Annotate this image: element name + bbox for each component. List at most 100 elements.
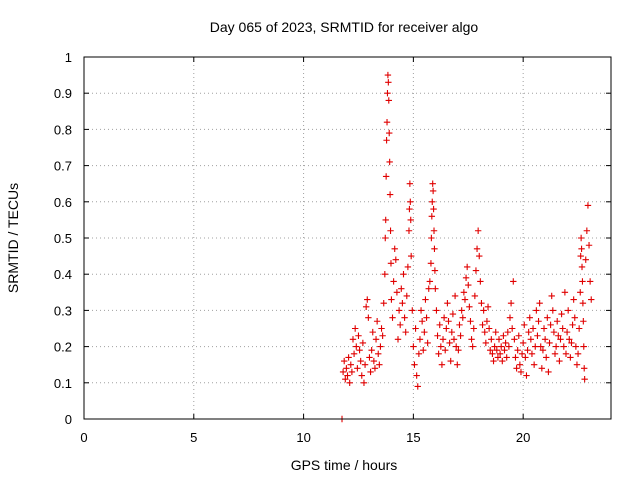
data-point bbox=[549, 307, 557, 314]
data-point bbox=[550, 328, 558, 336]
y-tick-label: 0.8 bbox=[54, 122, 72, 137]
y-tick-label: 0.5 bbox=[54, 231, 72, 246]
data-point bbox=[461, 296, 469, 303]
data-point bbox=[485, 325, 493, 332]
data-point bbox=[471, 292, 479, 300]
data-point bbox=[544, 314, 551, 321]
data-point bbox=[489, 350, 496, 358]
data-point bbox=[558, 310, 565, 318]
data-point bbox=[418, 318, 426, 325]
data-point bbox=[528, 350, 536, 358]
data-point bbox=[539, 347, 547, 354]
data-point bbox=[357, 357, 364, 365]
data-series bbox=[338, 71, 595, 423]
data-point bbox=[406, 205, 413, 213]
data-point bbox=[545, 368, 552, 376]
data-point bbox=[392, 256, 400, 263]
data-point bbox=[371, 365, 379, 372]
data-point bbox=[582, 256, 589, 263]
data-point bbox=[481, 328, 488, 336]
data-point bbox=[496, 350, 504, 358]
data-point bbox=[467, 318, 474, 325]
x-tick-label: 10 bbox=[296, 430, 310, 445]
data-point bbox=[383, 118, 391, 126]
data-point bbox=[482, 339, 490, 347]
data-point bbox=[577, 289, 584, 296]
data-point bbox=[506, 314, 514, 321]
data-point bbox=[406, 180, 414, 187]
data-point bbox=[519, 339, 527, 347]
data-point bbox=[559, 325, 566, 332]
data-point bbox=[508, 325, 516, 332]
data-point bbox=[586, 278, 594, 285]
data-point bbox=[382, 216, 389, 224]
data-point bbox=[346, 379, 353, 386]
data-point bbox=[534, 332, 541, 339]
y-tick-label: 0.7 bbox=[54, 159, 72, 174]
data-point bbox=[516, 361, 524, 368]
data-point bbox=[548, 292, 555, 300]
data-point bbox=[405, 227, 413, 234]
data-point bbox=[536, 299, 543, 307]
data-point bbox=[348, 368, 356, 376]
data-point bbox=[422, 296, 429, 303]
data-point bbox=[369, 328, 376, 336]
data-point bbox=[493, 347, 501, 354]
data-point bbox=[581, 375, 588, 383]
data-point bbox=[568, 339, 575, 347]
data-point bbox=[382, 173, 390, 180]
y-tick-label: 0.1 bbox=[54, 376, 72, 391]
data-point bbox=[566, 336, 573, 343]
data-point bbox=[530, 361, 538, 368]
data-point bbox=[577, 234, 585, 242]
data-point bbox=[362, 303, 370, 310]
data-point bbox=[454, 361, 461, 368]
data-point bbox=[525, 328, 532, 336]
data-point bbox=[390, 278, 397, 285]
data-point bbox=[457, 332, 464, 339]
data-point bbox=[518, 350, 526, 358]
y-axis-label: SRMTID / TECUs bbox=[5, 183, 21, 293]
data-point bbox=[404, 263, 412, 271]
data-point bbox=[381, 271, 389, 278]
data-point bbox=[452, 343, 460, 350]
data-point bbox=[491, 343, 498, 350]
data-point bbox=[540, 325, 548, 332]
data-point bbox=[395, 307, 403, 314]
data-point bbox=[394, 336, 402, 343]
data-point bbox=[484, 303, 492, 310]
data-point bbox=[513, 365, 520, 372]
data-point bbox=[382, 234, 389, 242]
data-point bbox=[364, 296, 371, 303]
data-point bbox=[580, 318, 587, 325]
data-point bbox=[426, 278, 434, 285]
data-point bbox=[578, 245, 585, 253]
data-point bbox=[433, 307, 440, 314]
data-point bbox=[407, 252, 415, 260]
data-point bbox=[526, 314, 533, 321]
data-point bbox=[354, 365, 361, 372]
data-point bbox=[571, 314, 578, 321]
data-point bbox=[572, 343, 580, 350]
data-point bbox=[448, 328, 456, 336]
data-point bbox=[440, 314, 448, 321]
data-point bbox=[498, 343, 505, 350]
data-point bbox=[585, 242, 593, 249]
data-point bbox=[480, 307, 487, 314]
data-point bbox=[385, 79, 392, 86]
data-point bbox=[446, 339, 453, 347]
data-point bbox=[342, 375, 349, 383]
data-point bbox=[588, 296, 595, 303]
data-point bbox=[398, 285, 405, 292]
data-point bbox=[487, 347, 494, 354]
data-point bbox=[469, 343, 476, 350]
data-point bbox=[402, 328, 409, 336]
data-point bbox=[424, 339, 431, 347]
data-point bbox=[488, 336, 495, 343]
data-point bbox=[577, 252, 584, 260]
data-point bbox=[383, 137, 390, 144]
data-point bbox=[409, 307, 416, 314]
data-point bbox=[375, 350, 382, 358]
data-point bbox=[410, 343, 417, 350]
